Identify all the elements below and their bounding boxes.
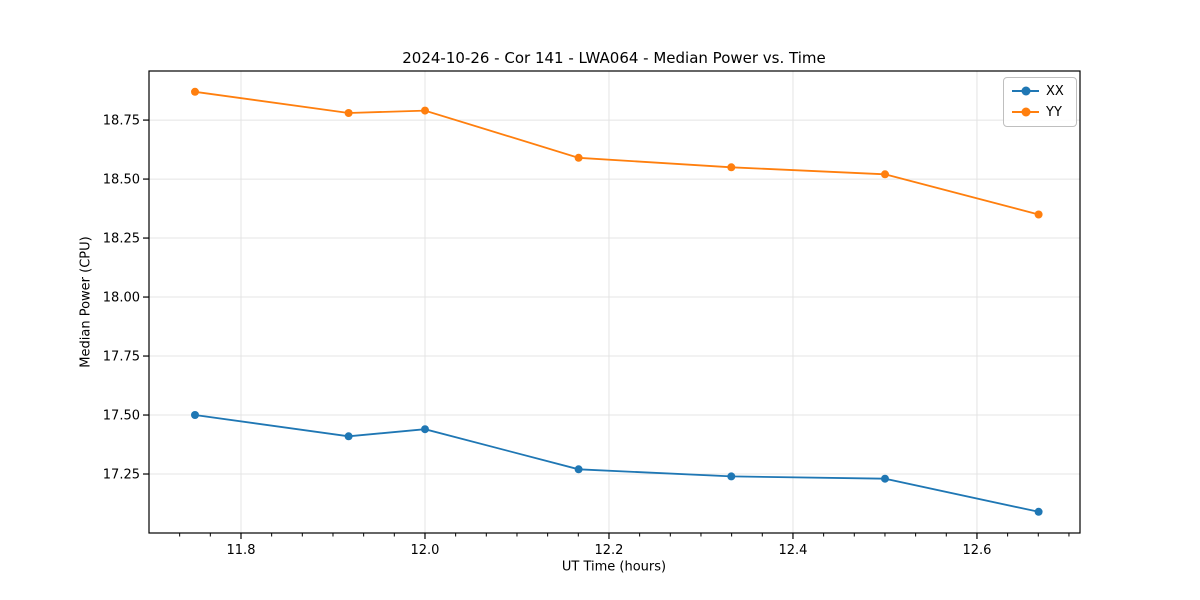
x-tick-label: 12.2 <box>595 543 624 558</box>
data-point-xx <box>1034 507 1043 516</box>
y-tick-label: 17.75 <box>103 350 140 365</box>
y-tick-label: 18.25 <box>103 232 140 247</box>
data-point-yy <box>1034 210 1043 219</box>
x-tick-label: 12.6 <box>962 543 991 558</box>
series-line-xx <box>194 414 1039 513</box>
series-line-yy <box>194 90 1039 216</box>
data-point-xx <box>344 432 353 441</box>
data-point-xx <box>574 465 583 474</box>
legend-label: YY <box>1046 104 1062 120</box>
legend-line-marker-icon <box>1012 107 1039 117</box>
x-tick-label: 11.8 <box>227 543 256 558</box>
y-axis-label: Median Power (CPU) <box>78 236 94 368</box>
legend-label: XX <box>1046 83 1064 99</box>
y-tick-label: 18.75 <box>103 114 140 129</box>
legend: XX YY <box>1003 77 1077 127</box>
data-point-xx <box>421 425 429 434</box>
legend-item-xx: XX <box>1012 83 1068 99</box>
chart-title: 2024-10-26 - Cor 141 - LWA064 - Median P… <box>402 49 826 67</box>
data-point-xx <box>191 411 199 419</box>
y-tick-label: 17.50 <box>103 409 140 424</box>
y-tick-label: 17.25 <box>103 468 140 483</box>
data-point-xx <box>881 474 889 483</box>
data-point-yy <box>344 109 353 117</box>
data-point-yy <box>574 153 583 162</box>
x-axis-label: UT Time (hours) <box>561 559 667 575</box>
axes-frame <box>148 70 1081 534</box>
data-point-yy <box>727 163 736 172</box>
y-tick-label: 18.00 <box>103 291 140 306</box>
data-point-xx <box>727 472 736 481</box>
legend-item-yy: YY <box>1012 104 1068 120</box>
data-point-yy <box>421 106 429 115</box>
data-point-yy <box>191 87 199 96</box>
legend-line-marker-icon <box>1012 86 1039 96</box>
x-tick-label: 12.4 <box>778 543 807 558</box>
x-tick-label: 12.0 <box>411 543 440 558</box>
data-point-yy <box>881 170 889 179</box>
y-tick-label: 18.50 <box>103 173 140 188</box>
